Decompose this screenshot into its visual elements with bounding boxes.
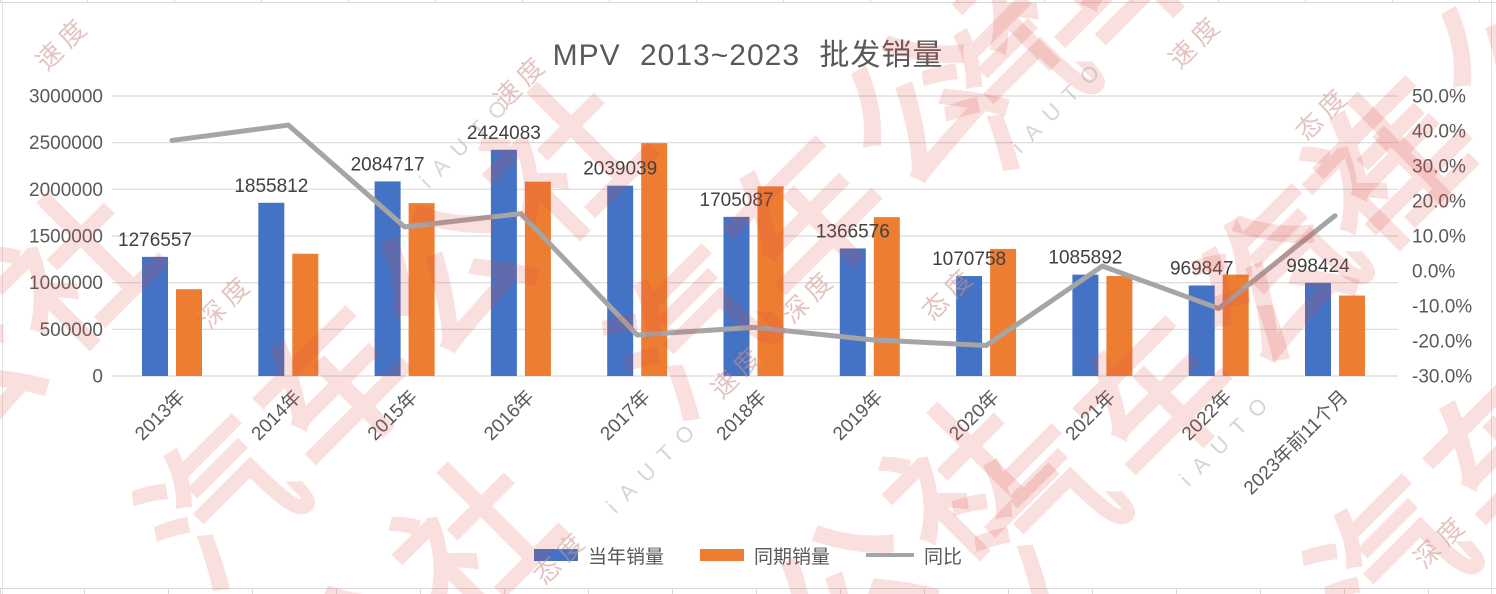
bar-current-year[interactable] bbox=[956, 276, 983, 376]
data-label: 1705087 bbox=[700, 190, 774, 211]
secondary-y-axis-tick-label: 20.0% bbox=[1412, 192, 1466, 213]
legend-swatch-prior-period bbox=[699, 549, 744, 561]
secondary-y-axis-tick-label: -10.0% bbox=[1412, 297, 1472, 318]
data-label: 1855812 bbox=[234, 176, 308, 197]
secondary-y-axis-tick-label: -30.0% bbox=[1412, 367, 1472, 388]
legend-swatch-current-year bbox=[533, 549, 578, 561]
bar-current-year[interactable] bbox=[1072, 274, 1099, 376]
bar-current-year[interactable] bbox=[490, 149, 517, 376]
bar-prior-period[interactable] bbox=[757, 186, 784, 376]
y-axis-tick-label: 1500000 bbox=[29, 227, 103, 248]
bar-prior-period[interactable] bbox=[292, 253, 319, 376]
x-axis-tick-label: 2015年 bbox=[363, 386, 422, 445]
legend-label-yoy: 同比 bbox=[924, 546, 963, 568]
bar-prior-period[interactable] bbox=[990, 248, 1017, 376]
x-axis-tick-label: 2020年 bbox=[945, 386, 1004, 445]
bar-current-year[interactable] bbox=[723, 216, 750, 376]
x-axis-tick-label: 2021年 bbox=[1061, 386, 1120, 445]
data-label: 969847 bbox=[1170, 258, 1233, 279]
bar-prior-period[interactable] bbox=[873, 217, 900, 376]
y-axis-tick-label: 1000000 bbox=[29, 273, 103, 294]
bar-prior-period[interactable] bbox=[176, 289, 202, 376]
data-label: 1366576 bbox=[816, 221, 890, 242]
yoy-trend-line[interactable] bbox=[169, 122, 1338, 349]
data-label: 998424 bbox=[1286, 256, 1350, 277]
secondary-y-axis-tick-label: -20.0% bbox=[1412, 332, 1472, 353]
secondary-y-axis-tick-label: 0.0% bbox=[1412, 262, 1455, 283]
data-label: 1070758 bbox=[932, 249, 1006, 270]
y-axis-tick-label: 500000 bbox=[40, 320, 103, 341]
x-axis-tick-label: 2018年 bbox=[712, 386, 771, 445]
x-axis-tick-label: 2017年 bbox=[596, 386, 655, 445]
data-label: 1085892 bbox=[1048, 248, 1122, 269]
x-axis-tick-label: 2013年 bbox=[131, 386, 190, 445]
bar-current-year[interactable] bbox=[839, 248, 866, 376]
x-axis-tick-label: 2023年前11个月 bbox=[1239, 386, 1352, 499]
x-axis-tick-label: 2022年 bbox=[1177, 386, 1236, 445]
legend-item-current-year-sales[interactable]: 当年销量 bbox=[533, 542, 664, 569]
bar-current-year[interactable] bbox=[1305, 282, 1331, 376]
secondary-y-axis-tick-label: 40.0% bbox=[1412, 122, 1466, 143]
bar-current-year[interactable] bbox=[607, 185, 634, 376]
secondary-y-axis-tick-label: 30.0% bbox=[1412, 157, 1466, 178]
chart-title: MPV 2013~2023 批发销量 bbox=[552, 39, 944, 72]
bar-prior-period[interactable] bbox=[1222, 274, 1249, 376]
y-axis-tick-label: 3000000 bbox=[29, 87, 103, 108]
bar-current-year[interactable] bbox=[258, 202, 285, 376]
bar-prior-period[interactable] bbox=[524, 181, 551, 376]
data-label: 2084717 bbox=[351, 154, 425, 175]
y-axis-tick-label: 2000000 bbox=[29, 180, 103, 201]
y-axis-tick-label: 2500000 bbox=[29, 133, 103, 154]
secondary-y-axis-tick-label: 50.0% bbox=[1412, 87, 1466, 108]
bar-prior-period[interactable] bbox=[641, 143, 668, 376]
secondary-y-axis-tick-label: 10.0% bbox=[1412, 227, 1466, 248]
chart-legend: 当年销量 同期销量 同比 bbox=[0, 540, 1496, 570]
data-label: 2424083 bbox=[467, 123, 541, 144]
bar-prior-period[interactable] bbox=[1339, 295, 1365, 376]
x-axis-tick-label: 2019年 bbox=[828, 386, 887, 445]
bar-prior-period[interactable] bbox=[1106, 276, 1133, 376]
legend-swatch-yoy-line bbox=[866, 552, 914, 558]
x-axis-tick-label: 2014年 bbox=[247, 386, 306, 445]
legend-label-current-year: 当年销量 bbox=[587, 546, 664, 568]
legend-item-prior-period-sales[interactable]: 同期销量 bbox=[699, 542, 830, 569]
legend-label-prior-period: 同期销量 bbox=[753, 546, 830, 568]
legend-item-yoy[interactable]: 同比 bbox=[866, 542, 962, 569]
data-label: 2039039 bbox=[583, 159, 657, 180]
bar-current-year[interactable] bbox=[142, 256, 168, 376]
x-axis-tick-label: 2016年 bbox=[480, 386, 539, 445]
data-label: 1276557 bbox=[118, 230, 192, 251]
y-axis-tick-label: 0 bbox=[92, 367, 103, 388]
bar-prior-period[interactable] bbox=[408, 203, 435, 376]
